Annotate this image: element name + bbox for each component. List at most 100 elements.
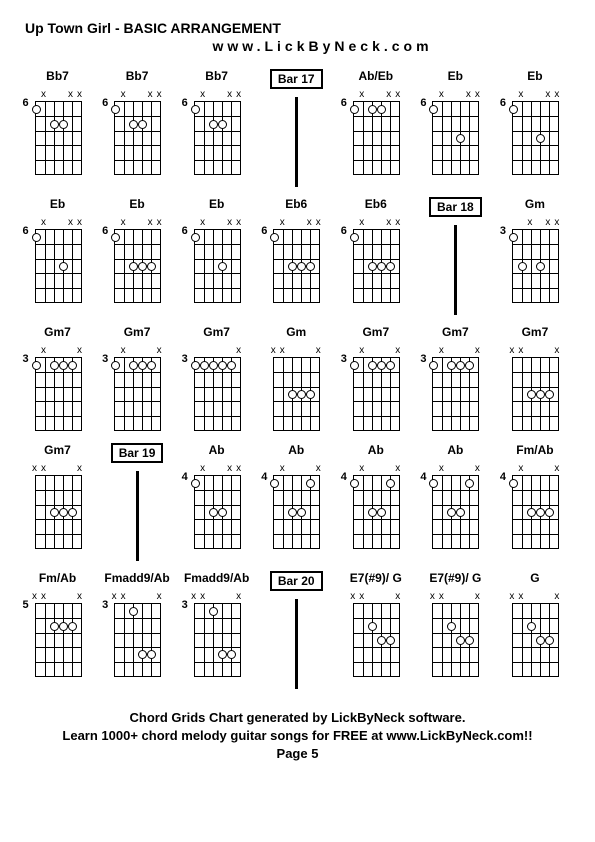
finger-dot	[50, 508, 59, 517]
chord-cell: E7(#9)/ Gxxx	[343, 571, 408, 689]
fretboard	[114, 603, 161, 677]
string-marker: x	[226, 463, 234, 474]
string-marker: x	[544, 89, 552, 100]
page-title: Up Town Girl - BASIC ARRANGEMENT	[25, 20, 570, 36]
finger-dot	[288, 390, 297, 399]
chord-cell: E7(#9)/ Gxxx	[423, 571, 488, 689]
finger-dot	[59, 508, 68, 517]
chord-diagram: xxx	[33, 461, 83, 551]
chord-label: Ab	[288, 443, 304, 461]
chord-diagram: 4xx	[271, 461, 321, 551]
chord-cell: Gm73xx	[423, 325, 488, 433]
bar-cell: Bar 17	[264, 69, 329, 187]
chord-diagram: 3xx	[112, 343, 162, 433]
chord-cell: Ab4xx	[423, 443, 488, 561]
finger-dot	[377, 361, 386, 370]
fret-number: 3	[500, 225, 506, 237]
string-marker: x	[110, 591, 118, 602]
string-marker: x	[517, 591, 525, 602]
string-marker: x	[67, 89, 75, 100]
finger-dot	[350, 479, 359, 488]
chord-cell: Gmxxx	[264, 325, 329, 433]
fretboard	[114, 229, 161, 303]
fretboard	[512, 475, 559, 549]
chord-cell: Eb66xxx	[264, 197, 329, 315]
chord-label: Eb6	[365, 197, 387, 215]
string-marker: x	[394, 463, 402, 474]
string-marker: x	[226, 217, 234, 228]
chord-diagram: 4xx	[430, 461, 480, 551]
fret-number: 6	[420, 97, 426, 109]
fretboard	[35, 357, 82, 431]
chord-diagram: 3xx	[351, 343, 401, 433]
finger-dot	[147, 262, 156, 271]
finger-dot	[68, 622, 77, 631]
bar-label: Bar 18	[429, 197, 482, 217]
fret-number: 6	[23, 97, 29, 109]
finger-dot	[129, 262, 138, 271]
chord-cell: Fmadd9/Ab3xxx	[105, 571, 170, 689]
chord-label: Fm/Ab	[39, 571, 76, 589]
string-marker: x	[437, 591, 445, 602]
string-marker: x	[199, 89, 207, 100]
chord-label: Eb	[50, 197, 65, 215]
chord-label: Bb7	[126, 69, 149, 87]
fretboard	[194, 101, 241, 175]
fret-number: 6	[102, 225, 108, 237]
finger-dot	[191, 233, 200, 242]
string-marker: x	[553, 591, 561, 602]
string-marker: x	[358, 217, 366, 228]
finger-dot	[297, 508, 306, 517]
finger-dot	[297, 390, 306, 399]
string-marker: x	[553, 345, 561, 356]
string-marker: x	[199, 463, 207, 474]
string-marker: x	[553, 463, 561, 474]
finger-dot	[377, 262, 386, 271]
fretboard	[432, 475, 479, 549]
finger-dot	[191, 105, 200, 114]
chord-label: Eb6	[285, 197, 307, 215]
finger-dot	[456, 134, 465, 143]
string-marker: x	[385, 89, 393, 100]
fret-number: 3	[182, 353, 188, 365]
finger-dot	[545, 636, 554, 645]
string-marker: x	[349, 591, 357, 602]
finger-dot	[270, 233, 279, 242]
finger-dot	[447, 361, 456, 370]
string-marker: x	[199, 217, 207, 228]
string-marker: x	[358, 89, 366, 100]
finger-dot	[138, 650, 147, 659]
chord-diagram: 3xxx	[112, 589, 162, 679]
finger-dot	[111, 233, 120, 242]
finger-dot	[218, 650, 227, 659]
string-marker: x	[314, 345, 322, 356]
finger-dot	[129, 607, 138, 616]
fretboard	[512, 229, 559, 303]
string-marker: x	[119, 591, 127, 602]
chord-cell: Eb6xxx	[423, 69, 488, 187]
fret-number: 3	[23, 353, 29, 365]
string-marker: x	[437, 463, 445, 474]
finger-dot	[191, 361, 200, 370]
finger-dot	[465, 361, 474, 370]
fret-number: 3	[182, 599, 188, 611]
fretboard	[273, 475, 320, 549]
string-marker: x	[517, 89, 525, 100]
chord-cell: Gm73xx	[343, 325, 408, 433]
finger-dot	[377, 508, 386, 517]
chord-diagram: 3xxx	[510, 215, 560, 305]
string-marker: x	[190, 591, 198, 602]
finger-dot	[306, 479, 315, 488]
string-marker: x	[358, 591, 366, 602]
finger-dot	[456, 361, 465, 370]
fret-number: 6	[341, 225, 347, 237]
finger-dot	[297, 262, 306, 271]
string-marker: x	[394, 89, 402, 100]
fretboard	[35, 101, 82, 175]
chord-cell: Eb6xxx	[502, 69, 567, 187]
fretboard	[114, 101, 161, 175]
finger-dot	[227, 361, 236, 370]
chord-diagram: 4xx	[351, 461, 401, 551]
finger-dot	[465, 636, 474, 645]
string-marker: x	[155, 345, 163, 356]
